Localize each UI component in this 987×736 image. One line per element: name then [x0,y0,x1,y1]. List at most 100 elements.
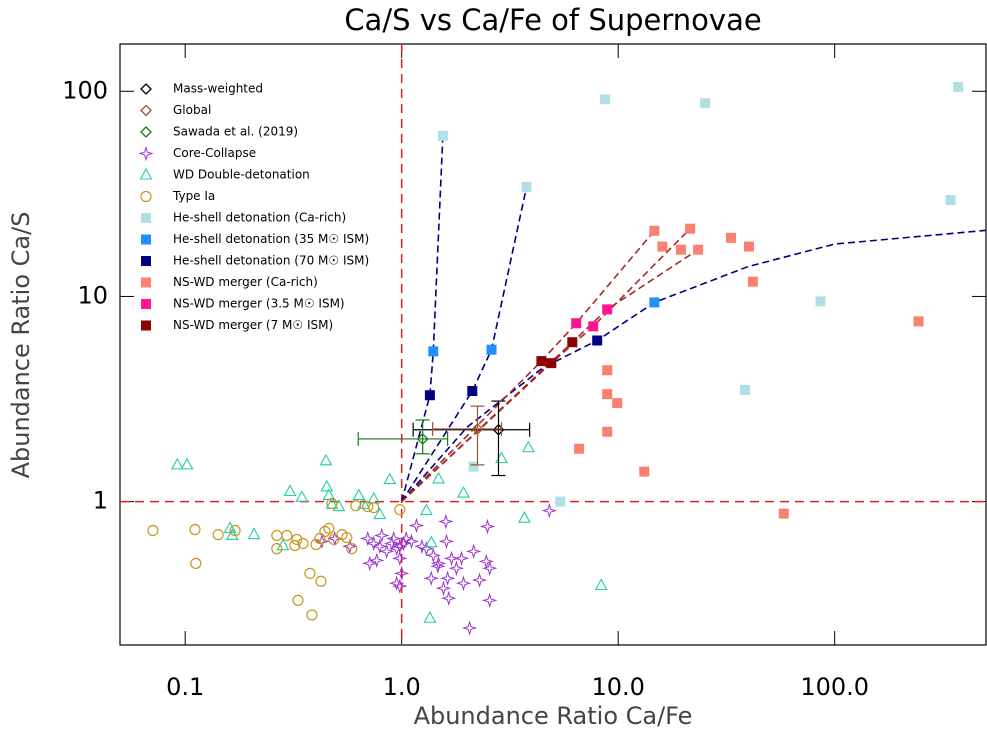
square-marker [141,234,151,245]
square-marker [141,277,151,288]
square-marker [437,130,448,141]
circle-marker [271,543,283,555]
square-marker [141,320,151,331]
triangle-marker [352,488,366,501]
star-marker [541,502,558,519]
square-marker [521,181,532,192]
circle-marker [190,557,202,569]
square-marker [685,223,696,234]
star-marker [388,575,405,591]
square-marker [778,508,789,519]
star-marker [435,580,452,596]
circle-marker [306,609,318,621]
square-marker [602,304,613,315]
mixing-line [400,187,528,503]
x-tick-label: 1.0 [383,673,421,701]
star-marker [138,145,154,162]
star-marker [448,560,465,577]
square-marker [567,337,578,348]
square-marker [649,297,660,308]
square-marker [945,195,956,206]
star-marker [471,572,488,588]
square-marker [657,241,668,252]
star-marker [418,540,435,557]
star-marker [438,513,454,530]
y-tick-label: 1 [93,487,108,515]
triangle-marker [247,527,261,540]
y-tick-label: 10 [77,281,108,309]
circle-marker [291,533,303,546]
circle-marker [350,500,362,512]
diamond-marker [140,83,152,95]
star-marker [443,550,460,567]
square-marker [913,316,924,327]
diamond-marker [471,423,484,435]
circle-marker [341,531,353,544]
legend-label: Mass-weighted [173,82,263,96]
square-marker [424,390,435,401]
circle-marker [292,594,304,606]
square-marker [602,389,613,400]
circle-marker [212,529,224,541]
circle-marker [326,497,338,510]
chart-title: Ca/S vs Ca/Fe of Supernovae [344,3,761,37]
circle-marker [304,567,316,579]
triangle-marker [457,485,470,498]
circle-marker [189,523,201,536]
x-tick-label: 0.1 [166,673,204,701]
circle-marker [271,529,283,542]
star-marker [438,533,455,550]
star-marker [430,558,446,574]
star-marker [423,570,439,586]
diamond-marker [416,433,429,445]
triangle-marker [419,503,433,516]
star-marker [465,543,482,560]
triangle-marker [170,457,184,470]
square-marker [592,335,603,346]
legend-label: WD Double-detonation [173,168,310,182]
square-marker [428,346,439,357]
square-marker [739,384,750,395]
star-marker [369,552,385,569]
square-marker [612,398,623,409]
plot-frame [119,43,987,646]
legend-label: NS-WD merger (3.5 M☉ ISM) [173,297,345,311]
star-marker [481,560,498,577]
star-marker [479,518,496,535]
legend-label: NS-WD merger (Ca-rich) [173,275,318,289]
triangle-marker [283,484,297,497]
square-marker [639,466,650,477]
star-marker [481,592,498,609]
triangle-marker [432,471,445,484]
star-marker [398,530,414,547]
mixing-line [400,135,444,502]
square-marker [467,386,478,397]
square-marker [815,296,826,307]
plot-area [120,44,986,645]
mixing-line [401,230,656,503]
legend-label: He-shell detonation (Ca-rich) [173,211,346,225]
y-tick-label: 100 [62,76,108,104]
square-marker [602,365,613,376]
square-marker [141,256,151,266]
circle-marker [289,539,301,552]
square-marker [141,299,151,309]
mixing-line [401,229,986,503]
triangle-marker [225,528,239,540]
circle-marker [362,500,374,513]
star-marker [439,570,456,586]
star-marker [393,565,410,582]
star-marker [366,535,382,552]
circle-marker [319,525,331,538]
square-marker [725,232,736,243]
circle-marker [281,529,293,542]
x-tick-label: 10.0 [591,673,644,701]
circle-marker [297,537,309,550]
triangle-marker [320,479,334,492]
circle-marker [229,524,241,537]
circle-marker [394,504,406,516]
star-marker [362,555,378,572]
star-marker [379,543,395,560]
square-marker [600,94,611,105]
star-marker [425,547,442,564]
